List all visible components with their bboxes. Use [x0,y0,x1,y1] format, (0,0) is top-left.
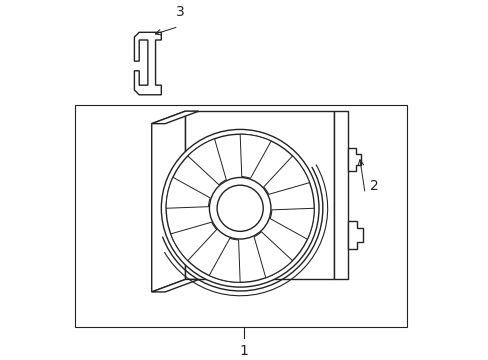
Polygon shape [209,238,240,282]
Polygon shape [263,156,309,194]
Circle shape [161,129,318,287]
Bar [75,105,406,327]
Circle shape [209,177,270,239]
Polygon shape [170,222,216,261]
Text: 2: 2 [369,179,378,193]
Polygon shape [269,208,314,239]
Text: 1: 1 [239,344,248,358]
Circle shape [166,134,314,282]
Polygon shape [151,111,185,292]
Polygon shape [347,148,361,171]
Polygon shape [254,232,292,278]
Polygon shape [334,111,347,279]
Circle shape [217,185,263,231]
Polygon shape [151,279,199,292]
Text: 3: 3 [176,5,184,19]
Polygon shape [151,111,199,123]
Polygon shape [347,221,363,249]
Polygon shape [134,32,161,95]
Polygon shape [240,134,271,178]
Polygon shape [187,139,226,185]
Polygon shape [166,177,210,208]
Bar [185,111,334,279]
